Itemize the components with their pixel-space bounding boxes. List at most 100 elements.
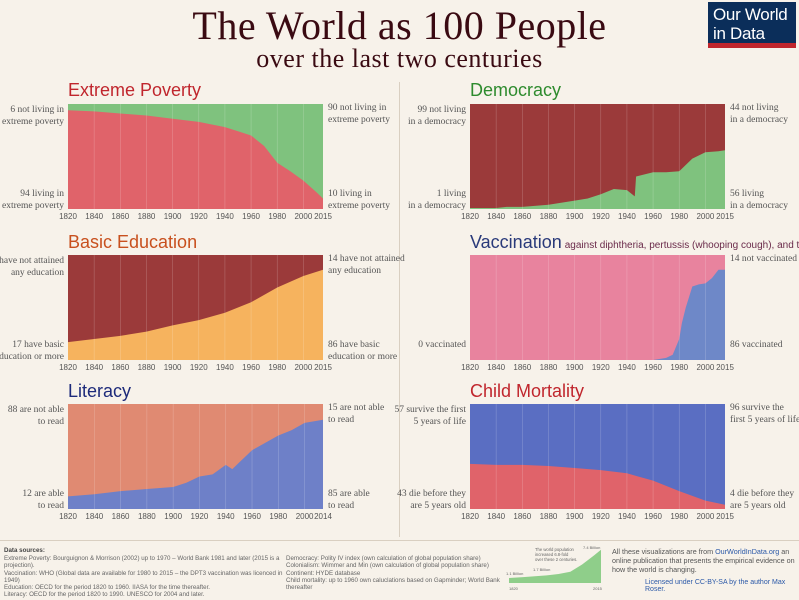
education-x-tick: 1900 (164, 363, 182, 372)
democracy-x-tick: 2000 (696, 212, 714, 221)
poverty-x-tick: 1940 (216, 212, 234, 221)
education-x-tick: 1940 (216, 363, 234, 372)
poverty-x-tick: 2000 (294, 212, 312, 221)
literacy-label-left-bottom: 12 are able to read (22, 489, 64, 511)
owid-link[interactable]: OurWorldInData.org (715, 547, 780, 556)
education-x-tick: 1820 (59, 363, 77, 372)
mortality-label-left-top: 57 survive the first 5 years of life (394, 405, 466, 427)
education-label-left-top: 83 have not attained any education (0, 256, 64, 278)
education-x-tick: 1980 (268, 363, 286, 372)
democracy-area-bottom (470, 150, 725, 209)
education-area-bottom (68, 269, 323, 360)
poverty-title: Extreme Poverty (68, 80, 201, 101)
vaccination-x-tick: 1920 (592, 363, 610, 372)
education-x-tick: 2000 (294, 363, 312, 372)
education-x-tick: 1880 (138, 363, 156, 372)
column-divider (399, 82, 400, 537)
literacy-label-right-top: 15 are not able to read (328, 403, 385, 425)
logo-line-2: in Data (713, 24, 765, 43)
poverty-x-tick: 1880 (138, 212, 156, 221)
mortality-area-bottom (470, 463, 725, 509)
page-title: The World as 100 People (192, 3, 607, 48)
democracy-label-right-bottom: 56 living in a democracy (730, 189, 789, 211)
democracy-x-tick: 1860 (513, 212, 531, 221)
democracy-title-text: Democracy (470, 80, 562, 100)
democracy-label-right-top: 44 not living in a democracy (730, 103, 789, 125)
vaccination-label-right-top: 14 not vaccinated (730, 254, 798, 264)
poverty-x-tick: 1980 (268, 212, 286, 221)
education-chart: 1820 1840 1860 1880 1900 1920 1940 1960 1980 2000… (59, 255, 332, 372)
vaccination-x-tick: 1880 (540, 363, 558, 372)
credits-text: All these visualizations are from OurWor… (612, 547, 797, 574)
democracy-chart: 1820 1840 1860 1880 1900 1920 1940 1960 1980 2000… (461, 104, 734, 221)
mortality-x-tick: 1980 (670, 512, 688, 521)
vaccination-title-suffix: against diphtheria, pertussis (whooping … (564, 240, 799, 251)
license-text: Licensed under CC-BY-SA by the author Ma… (645, 579, 786, 593)
sources-right-column: Democracy: Polity IV index (own calculat… (286, 555, 516, 591)
source-line: Colonialism: Wimmer and Min (own calcula… (286, 562, 489, 570)
literacy-x-tick: 1880 (138, 512, 156, 521)
population-label: 1.1 Billion (506, 571, 523, 576)
vaccination-area-bottom (470, 269, 725, 360)
source-line: Extreme Poverty: Bourguignon & Morrison … (4, 555, 280, 570)
literacy-x-tick: 1940 (217, 512, 235, 521)
population-note: increased 6.8-fold (535, 552, 569, 557)
poverty-label-left-bottom: 94 living in extreme poverty (2, 189, 64, 211)
education-x-tick: 1840 (85, 363, 103, 372)
literacy-x-tick: 2014 (314, 512, 332, 521)
education-label-right-top: 14 have not attained any education (328, 254, 405, 276)
mortality-x-tick: 2015 (716, 512, 734, 521)
democracy-x-tick: 1840 (487, 212, 505, 221)
vaccination-x-tick: 1820 (461, 363, 479, 372)
population-note: over these 2 centuries. (535, 557, 577, 562)
literacy-title: Literacy (68, 381, 131, 402)
education-x-tick: 1860 (111, 363, 129, 372)
vaccination-x-tick: 1940 (618, 363, 636, 372)
poverty-x-tick: 1920 (190, 212, 208, 221)
poverty-label-left-top: 6 not living in extreme poverty (2, 105, 64, 127)
mortality-x-tick: 1820 (461, 512, 479, 521)
poverty-label-right-bottom: 10 living in extreme poverty (328, 189, 390, 211)
vaccination-title: Vaccination against diphtheria, pertussis… (470, 232, 799, 253)
democracy-x-tick: 1900 (566, 212, 584, 221)
poverty-x-tick: 1840 (85, 212, 103, 221)
page-subtitle: over the last two centuries (256, 44, 543, 73)
poverty-label-right-top: 90 not living in extreme poverty (328, 103, 390, 125)
literacy-x-tick: 1900 (164, 512, 182, 521)
mortality-x-tick: 1860 (513, 512, 531, 521)
vaccination-x-tick: 1960 (644, 363, 662, 372)
population-note: The world population (535, 547, 575, 552)
source-line: Democracy: Polity IV index (own calculat… (286, 555, 481, 562)
mortality-title-text: Child Mortality (470, 381, 585, 401)
literacy-x-tick: 2000 (296, 512, 314, 521)
vaccination-label-right-bottom: 86 vaccinated (730, 340, 783, 350)
credits-post: an online publication that presents the … (612, 547, 795, 574)
education-label-left-bottom: 17 have basic education or more (0, 340, 64, 362)
democracy-x-tick: 1980 (670, 212, 688, 221)
mortality-x-tick: 1940 (618, 512, 636, 521)
mortality-chart: 1820 1840 1860 1880 1900 1920 1940 1960 1980 2000… (461, 404, 734, 521)
democracy-title: Democracy (470, 80, 561, 101)
mortality-title: Child Mortality (470, 381, 584, 402)
poverty-x-tick: 1820 (59, 212, 77, 221)
poverty-area-bottom (68, 110, 323, 209)
data-sources: Data sources: Extreme Poverty: Bourguign… (4, 547, 604, 598)
vaccination-x-tick: 1860 (513, 363, 531, 372)
democracy-x-tick: 1960 (644, 212, 662, 221)
source-line: Continent: HYDE database (286, 569, 361, 577)
literacy-title-text: Literacy (68, 381, 132, 401)
owid-logo[interactable]: Our World in Data (708, 2, 796, 48)
vaccination-x-tick: 2015 (716, 363, 734, 372)
vaccination-x-tick: 1900 (566, 363, 584, 372)
education-label-right-bottom: 86 have basic education or more (328, 340, 398, 362)
democracy-label-left-top: 99 not living in a democracy (407, 105, 466, 127)
source-line: Vaccination: WHO (Global data are availa… (4, 569, 283, 584)
population-x-tick: 2015 (593, 586, 603, 591)
source-line: Education: OECD for the period 1820 to 1… (4, 584, 211, 592)
poverty-chart: 1820 1840 1860 1880 1900 1920 1940 1960 1980 2000… (59, 104, 332, 221)
democracy-label-left-bottom: 1 living in a democracy (407, 189, 466, 211)
vaccination-chart: 1820 1840 1860 1880 1900 1920 1940 1960 1980 2000… (461, 255, 734, 372)
mortality-x-tick: 1840 (487, 512, 505, 521)
education-x-tick: 1920 (190, 363, 208, 372)
